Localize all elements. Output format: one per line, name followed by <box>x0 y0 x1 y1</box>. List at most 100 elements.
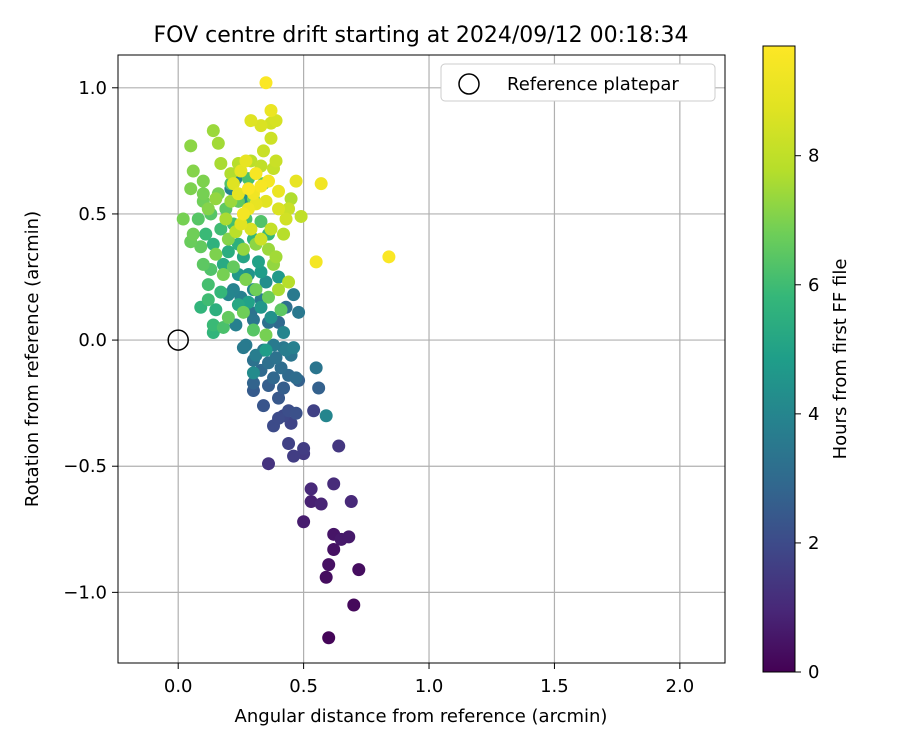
x-axis-ticks: 0.0 0.5 1.0 1.5 2.0 <box>164 663 694 697</box>
x-axis-label: Angular distance from reference (arcmin) <box>235 706 608 727</box>
x-tick-label: 1.0 <box>415 676 444 697</box>
scatter-point <box>251 255 265 269</box>
x-tick-label: 0.0 <box>164 676 193 697</box>
scatter-point <box>249 283 263 297</box>
legend-label: Reference platepar <box>507 74 679 95</box>
scatter-point <box>264 131 278 145</box>
scatter-point <box>287 449 301 463</box>
colorbar-label: Hours from first FF file <box>830 259 851 460</box>
colorbar-gradient <box>763 46 795 672</box>
scatter-point <box>214 285 228 299</box>
scatter-point <box>269 351 283 365</box>
scatter-point <box>186 227 200 241</box>
scatter-point <box>234 164 248 178</box>
scatter-point <box>259 76 273 90</box>
legend: Reference platepar <box>440 63 716 102</box>
scatter-point <box>254 300 268 314</box>
scatter-point <box>274 361 288 375</box>
scatter-point <box>254 265 268 279</box>
scatter-point <box>269 154 283 168</box>
scatter-point <box>309 255 323 269</box>
scatter-point <box>206 318 220 332</box>
scatter-point <box>194 240 208 254</box>
scatter-point <box>287 341 301 355</box>
scatter-point <box>322 558 336 572</box>
scatter-point <box>342 530 356 544</box>
scatter-point <box>196 257 210 271</box>
scatter-point <box>224 167 238 181</box>
scatter-point <box>269 114 283 128</box>
scatter-point <box>272 202 286 216</box>
scatter-point <box>226 177 240 191</box>
scatter-point <box>176 212 190 226</box>
scatter-point <box>259 328 273 342</box>
scatter-point <box>216 320 230 334</box>
scatter-point <box>322 631 336 645</box>
scatter-point <box>209 192 223 206</box>
grid <box>118 55 725 663</box>
scatter-point <box>191 212 205 226</box>
scatter-point <box>241 295 255 309</box>
colorbar-tick-label: 2 <box>808 533 819 554</box>
scatter-point <box>221 310 235 324</box>
scatter-point <box>264 310 278 324</box>
y-axis-ticks: 1.0 0.5 0.0 −0.5 −1.0 <box>63 78 118 603</box>
scatter-point <box>277 381 291 395</box>
scatter-point <box>284 192 298 206</box>
scatter-point <box>312 381 326 395</box>
scatter-point <box>254 232 268 246</box>
x-tick-label: 0.5 <box>289 676 318 697</box>
scatter-point <box>352 563 366 577</box>
scatter-point <box>344 495 358 509</box>
scatter-point <box>239 273 253 287</box>
scatter-point <box>216 257 230 271</box>
y-tick-label: 0.5 <box>78 204 107 225</box>
scatter-point <box>256 399 270 413</box>
colorbar: 0 2 4 6 8 Hours from first FF file <box>762 45 851 683</box>
scatter-point <box>254 179 268 193</box>
scatter-point <box>261 457 275 471</box>
scatter-point <box>277 326 291 340</box>
scatter-point <box>236 305 250 319</box>
scatter-point <box>246 323 260 337</box>
scatter-point <box>319 409 333 423</box>
scatter-point <box>231 187 245 201</box>
colorbar-ticks: 0 2 4 6 8 <box>795 146 819 683</box>
scatter-point <box>199 227 213 241</box>
scatter-point <box>289 174 303 188</box>
scatter-point <box>282 275 296 289</box>
colorbar-tick-label: 6 <box>808 275 819 296</box>
scatter-point <box>264 104 278 118</box>
scatter-point <box>201 293 215 307</box>
chart-title: FOV centre drift starting at 2024/09/12 … <box>154 23 689 48</box>
scatter-point <box>246 366 260 380</box>
scatter-point <box>219 212 233 226</box>
scatter-point <box>272 391 286 405</box>
scatter-point <box>327 542 341 556</box>
scatter-point <box>221 245 235 259</box>
legend-marker <box>458 73 480 95</box>
scatter-point <box>272 283 286 297</box>
scatter-point <box>256 144 270 158</box>
scatter-point <box>314 177 328 191</box>
y-tick-label: 1.0 <box>78 78 107 99</box>
legend-box <box>440 63 716 102</box>
scatter-point <box>259 194 273 208</box>
reference-platepar-marker <box>167 329 189 351</box>
colorbar-frame <box>762 45 796 673</box>
scatter-points <box>176 76 396 645</box>
y-tick-label: 0.0 <box>78 330 107 351</box>
scatter-point <box>196 187 210 201</box>
scatter-point <box>246 313 260 327</box>
scatter-point <box>282 437 296 451</box>
scatter-point <box>211 136 225 150</box>
scatter-point <box>214 222 228 236</box>
scatter-point <box>241 182 255 196</box>
scatter-point <box>254 215 268 229</box>
scatter-point <box>274 303 288 317</box>
scatter-point <box>206 124 220 138</box>
scatter-point <box>236 242 250 256</box>
scatter-point <box>209 247 223 261</box>
scatter-point <box>214 156 228 170</box>
plot-frame <box>117 54 726 664</box>
